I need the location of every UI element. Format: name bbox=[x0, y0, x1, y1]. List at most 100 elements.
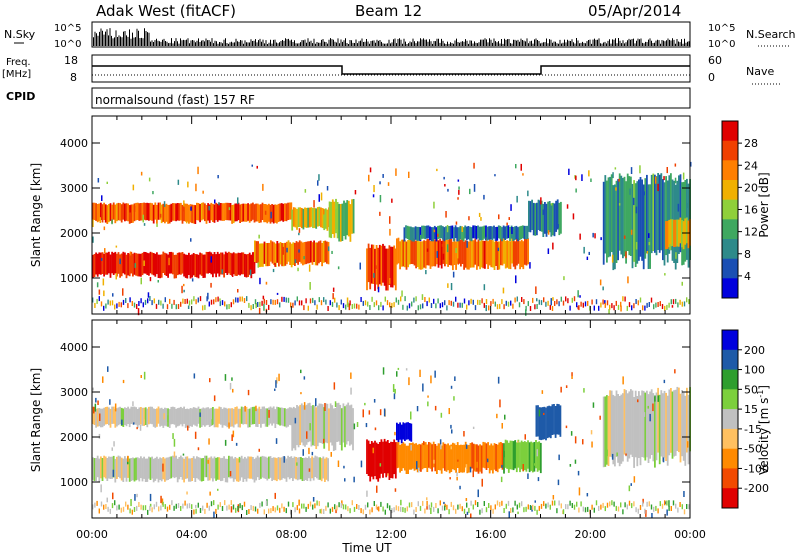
heatmap-cell-band-7 bbox=[456, 227, 459, 242]
x-axis-title: Time UT bbox=[341, 541, 392, 554]
heatmap-cell-band-1 bbox=[324, 240, 327, 263]
heatmap-clutter-point bbox=[446, 305, 448, 311]
heatmap-clutter-point bbox=[111, 503, 114, 509]
heatmap-cell-band-3 bbox=[394, 442, 397, 479]
heatmap-cell-band-2 bbox=[197, 203, 200, 221]
heatmap-clutter-point bbox=[683, 509, 686, 515]
heatmap-cell-band-1 bbox=[181, 408, 184, 427]
heatmap-noise-point bbox=[579, 295, 581, 298]
heatmap-cell-band-7 bbox=[515, 225, 518, 240]
heatmap-clutter-point bbox=[243, 501, 246, 507]
heatmap-noise-point bbox=[473, 184, 476, 192]
heatmap-cell-band-4 bbox=[458, 445, 461, 473]
heatmap-noise-point bbox=[276, 377, 278, 384]
heatmap-cell-band-1 bbox=[144, 407, 147, 425]
heatmap-cell-band-2 bbox=[170, 203, 173, 222]
heatmap-clutter-point bbox=[659, 501, 661, 507]
heatmap-noise-point bbox=[440, 444, 442, 450]
heatmap-clutter-point bbox=[483, 302, 485, 308]
heatmap-cell-band-1 bbox=[271, 407, 273, 426]
heatmap-cell-band-2 bbox=[143, 202, 145, 220]
heatmap-cell-band-2 bbox=[100, 202, 102, 220]
heatmap-clutter-point bbox=[679, 502, 681, 507]
heatmap-cell-band-1 bbox=[268, 242, 271, 266]
heatmap-cell-band-0 bbox=[93, 254, 96, 277]
heatmap-clutter-point bbox=[305, 506, 307, 512]
heatmap-cell-band-0 bbox=[172, 252, 174, 275]
heatmap-cell-band-0 bbox=[173, 254, 176, 279]
heatmap-cell-band-8 bbox=[639, 395, 642, 466]
heatmap-noise-point bbox=[255, 405, 257, 412]
heatmap-cell-band-0 bbox=[112, 252, 115, 275]
heatmap-cell-band-2 bbox=[116, 203, 118, 222]
heatmap-noise-point bbox=[635, 242, 638, 250]
heatmap-cell-band-0 bbox=[197, 457, 200, 480]
heatmap-clutter-point bbox=[158, 506, 160, 512]
heatmap-clutter-point bbox=[92, 297, 94, 303]
heatmap-noise-point bbox=[259, 277, 261, 285]
heatmap-clutter-point bbox=[133, 507, 136, 512]
colorbar-segment bbox=[722, 409, 738, 430]
heatmap-cell-band-8 bbox=[684, 395, 687, 466]
heatmap-cell-band-2 bbox=[112, 202, 115, 220]
heatmap-noise-point bbox=[333, 382, 336, 390]
heatmap-cell-band-6 bbox=[421, 241, 424, 270]
heatmap-cell-band-3 bbox=[313, 207, 316, 228]
heatmap-clutter-point bbox=[620, 502, 622, 508]
heatmap-cell-band-6 bbox=[559, 405, 562, 437]
heatmap-cell-band-4 bbox=[450, 444, 453, 472]
heatmap-cell-band-2 bbox=[274, 204, 277, 223]
heatmap-noise-point bbox=[571, 375, 573, 379]
heatmap-noise-point bbox=[256, 165, 258, 169]
heatmap-noise-point bbox=[228, 207, 231, 211]
heatmap-clutter-point bbox=[175, 503, 177, 509]
heatmap-cell-band-6 bbox=[463, 241, 465, 270]
heatmap-cell-band-2 bbox=[236, 203, 238, 222]
heatmap-cell-band-2 bbox=[218, 202, 221, 221]
heatmap-cell-band-0 bbox=[205, 251, 208, 274]
heatmap-noise-point bbox=[466, 511, 469, 515]
heatmap-clutter-point bbox=[613, 305, 615, 311]
heatmap-cell-band-1 bbox=[192, 407, 195, 425]
power-heatmap bbox=[92, 161, 692, 316]
heatmap-cell-band-1 bbox=[280, 407, 283, 426]
heatmap-noise-point bbox=[210, 282, 212, 288]
heatmap-noise-point bbox=[469, 188, 471, 195]
heatmap-cell-band-6 bbox=[458, 237, 461, 264]
heatmap-noise-point bbox=[258, 234, 260, 239]
colorbar-tick-label: 50 bbox=[744, 383, 758, 396]
heatmap-clutter-point bbox=[417, 305, 419, 311]
heatmap-clutter-point bbox=[265, 500, 268, 506]
colorbar-tick-label: 15 bbox=[744, 403, 758, 416]
heatmap-clutter-point bbox=[688, 504, 690, 510]
colorbar-frame bbox=[721, 329, 739, 509]
heatmap-cell-band-1 bbox=[159, 408, 161, 427]
heatmap-noise-point bbox=[100, 484, 102, 493]
heatmap-cell-band-1 bbox=[277, 407, 280, 425]
heatmap-cell-band-0 bbox=[317, 457, 320, 480]
heatmap-cell-band-9 bbox=[668, 175, 671, 254]
heatmap-noise-point bbox=[172, 433, 174, 439]
heatmap-cell-band-4 bbox=[440, 445, 443, 474]
heatmap-cell-band-4 bbox=[397, 442, 400, 468]
heatmap-cell-band-0 bbox=[258, 457, 261, 480]
heatmap-noise-point bbox=[304, 189, 307, 193]
heatmap-noise-point bbox=[452, 271, 455, 278]
heatmap-clutter-point bbox=[239, 296, 241, 302]
heatmap-cell-band-1 bbox=[100, 408, 102, 428]
heatmap-noise-point bbox=[183, 283, 185, 287]
heatmap-cell-band-3 bbox=[318, 206, 321, 227]
heatmap-noise-point bbox=[161, 498, 164, 505]
heatmap-noise-point bbox=[210, 256, 212, 263]
heatmap-cell-band-3 bbox=[391, 442, 394, 479]
heatmap-clutter-point bbox=[650, 297, 653, 303]
heatmap-noise-point bbox=[457, 179, 460, 182]
heatmap-cell-band-6 bbox=[434, 239, 437, 267]
heatmap-cell-band-0 bbox=[224, 458, 227, 483]
heatmap-cell-band-1 bbox=[260, 243, 263, 267]
heatmap-cell-band-0 bbox=[184, 456, 187, 479]
heatmap-cell-band-10 bbox=[665, 221, 667, 250]
heatmap-cell-band-1 bbox=[109, 408, 112, 428]
heatmap-noise-point bbox=[320, 192, 323, 201]
heatmap-cell-band-5 bbox=[370, 244, 373, 284]
